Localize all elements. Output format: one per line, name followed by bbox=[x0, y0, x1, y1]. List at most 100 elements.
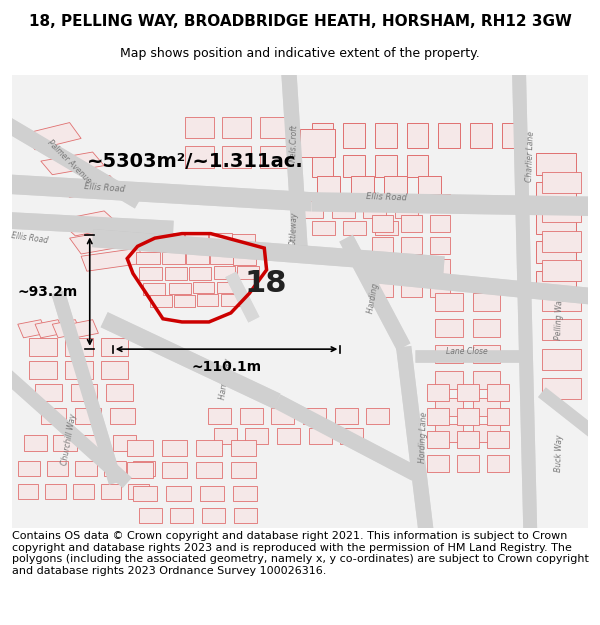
Bar bbox=[430, 259, 451, 275]
Text: Charlier Lane: Charlier Lane bbox=[525, 131, 536, 182]
Bar bbox=[161, 232, 184, 247]
Bar bbox=[542, 231, 581, 252]
Bar bbox=[233, 486, 257, 501]
Bar bbox=[473, 319, 500, 337]
Bar bbox=[73, 484, 94, 499]
Bar bbox=[139, 508, 162, 522]
Bar bbox=[407, 155, 428, 177]
Bar bbox=[197, 294, 218, 306]
Text: 18, PELLING WAY, BROADBRIDGE HEATH, HORSHAM, RH12 3GW: 18, PELLING WAY, BROADBRIDGE HEATH, HORS… bbox=[29, 14, 571, 29]
Text: Buck Way: Buck Way bbox=[554, 434, 565, 472]
Bar bbox=[473, 345, 500, 363]
Bar bbox=[222, 117, 251, 138]
Text: ~5303m²/~1.311ac.: ~5303m²/~1.311ac. bbox=[87, 152, 304, 171]
Bar bbox=[222, 146, 251, 168]
Bar bbox=[438, 122, 460, 148]
Text: Pelling Way: Pelling Way bbox=[554, 295, 565, 339]
Polygon shape bbox=[18, 319, 47, 338]
Bar bbox=[53, 435, 77, 451]
Bar bbox=[164, 267, 187, 280]
Bar bbox=[186, 252, 209, 264]
Bar bbox=[372, 281, 393, 297]
Bar bbox=[375, 221, 398, 234]
Bar bbox=[101, 338, 128, 356]
Bar bbox=[430, 238, 451, 254]
Bar bbox=[35, 384, 62, 401]
Bar bbox=[401, 238, 422, 254]
Bar bbox=[536, 182, 577, 204]
Bar bbox=[208, 408, 231, 424]
Bar bbox=[372, 216, 393, 232]
Bar bbox=[231, 462, 256, 478]
Bar bbox=[133, 461, 155, 476]
Bar bbox=[136, 252, 160, 264]
Bar bbox=[169, 282, 191, 294]
Bar bbox=[427, 455, 449, 472]
Bar bbox=[384, 176, 407, 198]
Bar bbox=[65, 361, 92, 379]
Bar bbox=[457, 384, 479, 401]
Polygon shape bbox=[58, 176, 121, 198]
Bar bbox=[401, 281, 422, 297]
Bar bbox=[473, 371, 500, 389]
Bar bbox=[209, 232, 232, 247]
Bar bbox=[364, 201, 386, 217]
Bar bbox=[162, 252, 185, 264]
Bar bbox=[436, 371, 463, 389]
Bar bbox=[41, 408, 66, 424]
Bar bbox=[542, 319, 581, 340]
Bar bbox=[300, 201, 323, 217]
Text: Hording Lane: Hording Lane bbox=[418, 412, 429, 463]
Text: ~110.1m: ~110.1m bbox=[191, 361, 262, 374]
Bar bbox=[260, 117, 289, 138]
Bar bbox=[150, 295, 172, 307]
Bar bbox=[185, 117, 214, 138]
Bar bbox=[214, 429, 236, 444]
Polygon shape bbox=[81, 248, 145, 271]
Bar bbox=[29, 361, 57, 379]
Text: Pelling Way: Pelling Way bbox=[160, 238, 209, 252]
Bar bbox=[136, 232, 160, 247]
Bar bbox=[308, 429, 332, 444]
Polygon shape bbox=[52, 319, 81, 338]
Bar bbox=[407, 122, 428, 148]
Bar bbox=[166, 486, 191, 501]
Bar bbox=[542, 290, 581, 311]
Bar bbox=[185, 232, 208, 247]
Bar bbox=[239, 408, 263, 424]
Bar bbox=[542, 261, 581, 281]
Bar bbox=[29, 338, 57, 356]
Bar bbox=[232, 234, 255, 248]
Bar bbox=[101, 484, 121, 499]
Bar bbox=[200, 486, 224, 501]
Bar bbox=[542, 172, 581, 192]
Polygon shape bbox=[70, 229, 133, 254]
Bar bbox=[233, 253, 256, 265]
Polygon shape bbox=[35, 319, 64, 338]
Bar bbox=[47, 461, 68, 476]
Bar bbox=[350, 176, 374, 198]
Bar bbox=[427, 384, 449, 401]
Bar bbox=[65, 338, 92, 356]
Polygon shape bbox=[70, 319, 98, 338]
Bar bbox=[473, 424, 500, 442]
Bar bbox=[401, 259, 422, 275]
Bar bbox=[332, 201, 355, 217]
Bar bbox=[83, 435, 106, 451]
Bar bbox=[185, 146, 214, 168]
Bar bbox=[473, 398, 500, 416]
Bar bbox=[143, 284, 165, 295]
Bar bbox=[375, 155, 397, 177]
Bar bbox=[311, 122, 334, 148]
Bar bbox=[202, 508, 225, 522]
Bar bbox=[457, 431, 479, 448]
Bar bbox=[536, 212, 577, 234]
Polygon shape bbox=[58, 211, 121, 236]
Bar bbox=[473, 292, 500, 311]
Bar bbox=[245, 429, 268, 444]
Bar bbox=[231, 440, 256, 456]
Bar bbox=[214, 266, 235, 279]
Bar bbox=[221, 294, 241, 306]
Bar bbox=[430, 216, 451, 232]
Bar bbox=[104, 461, 126, 476]
